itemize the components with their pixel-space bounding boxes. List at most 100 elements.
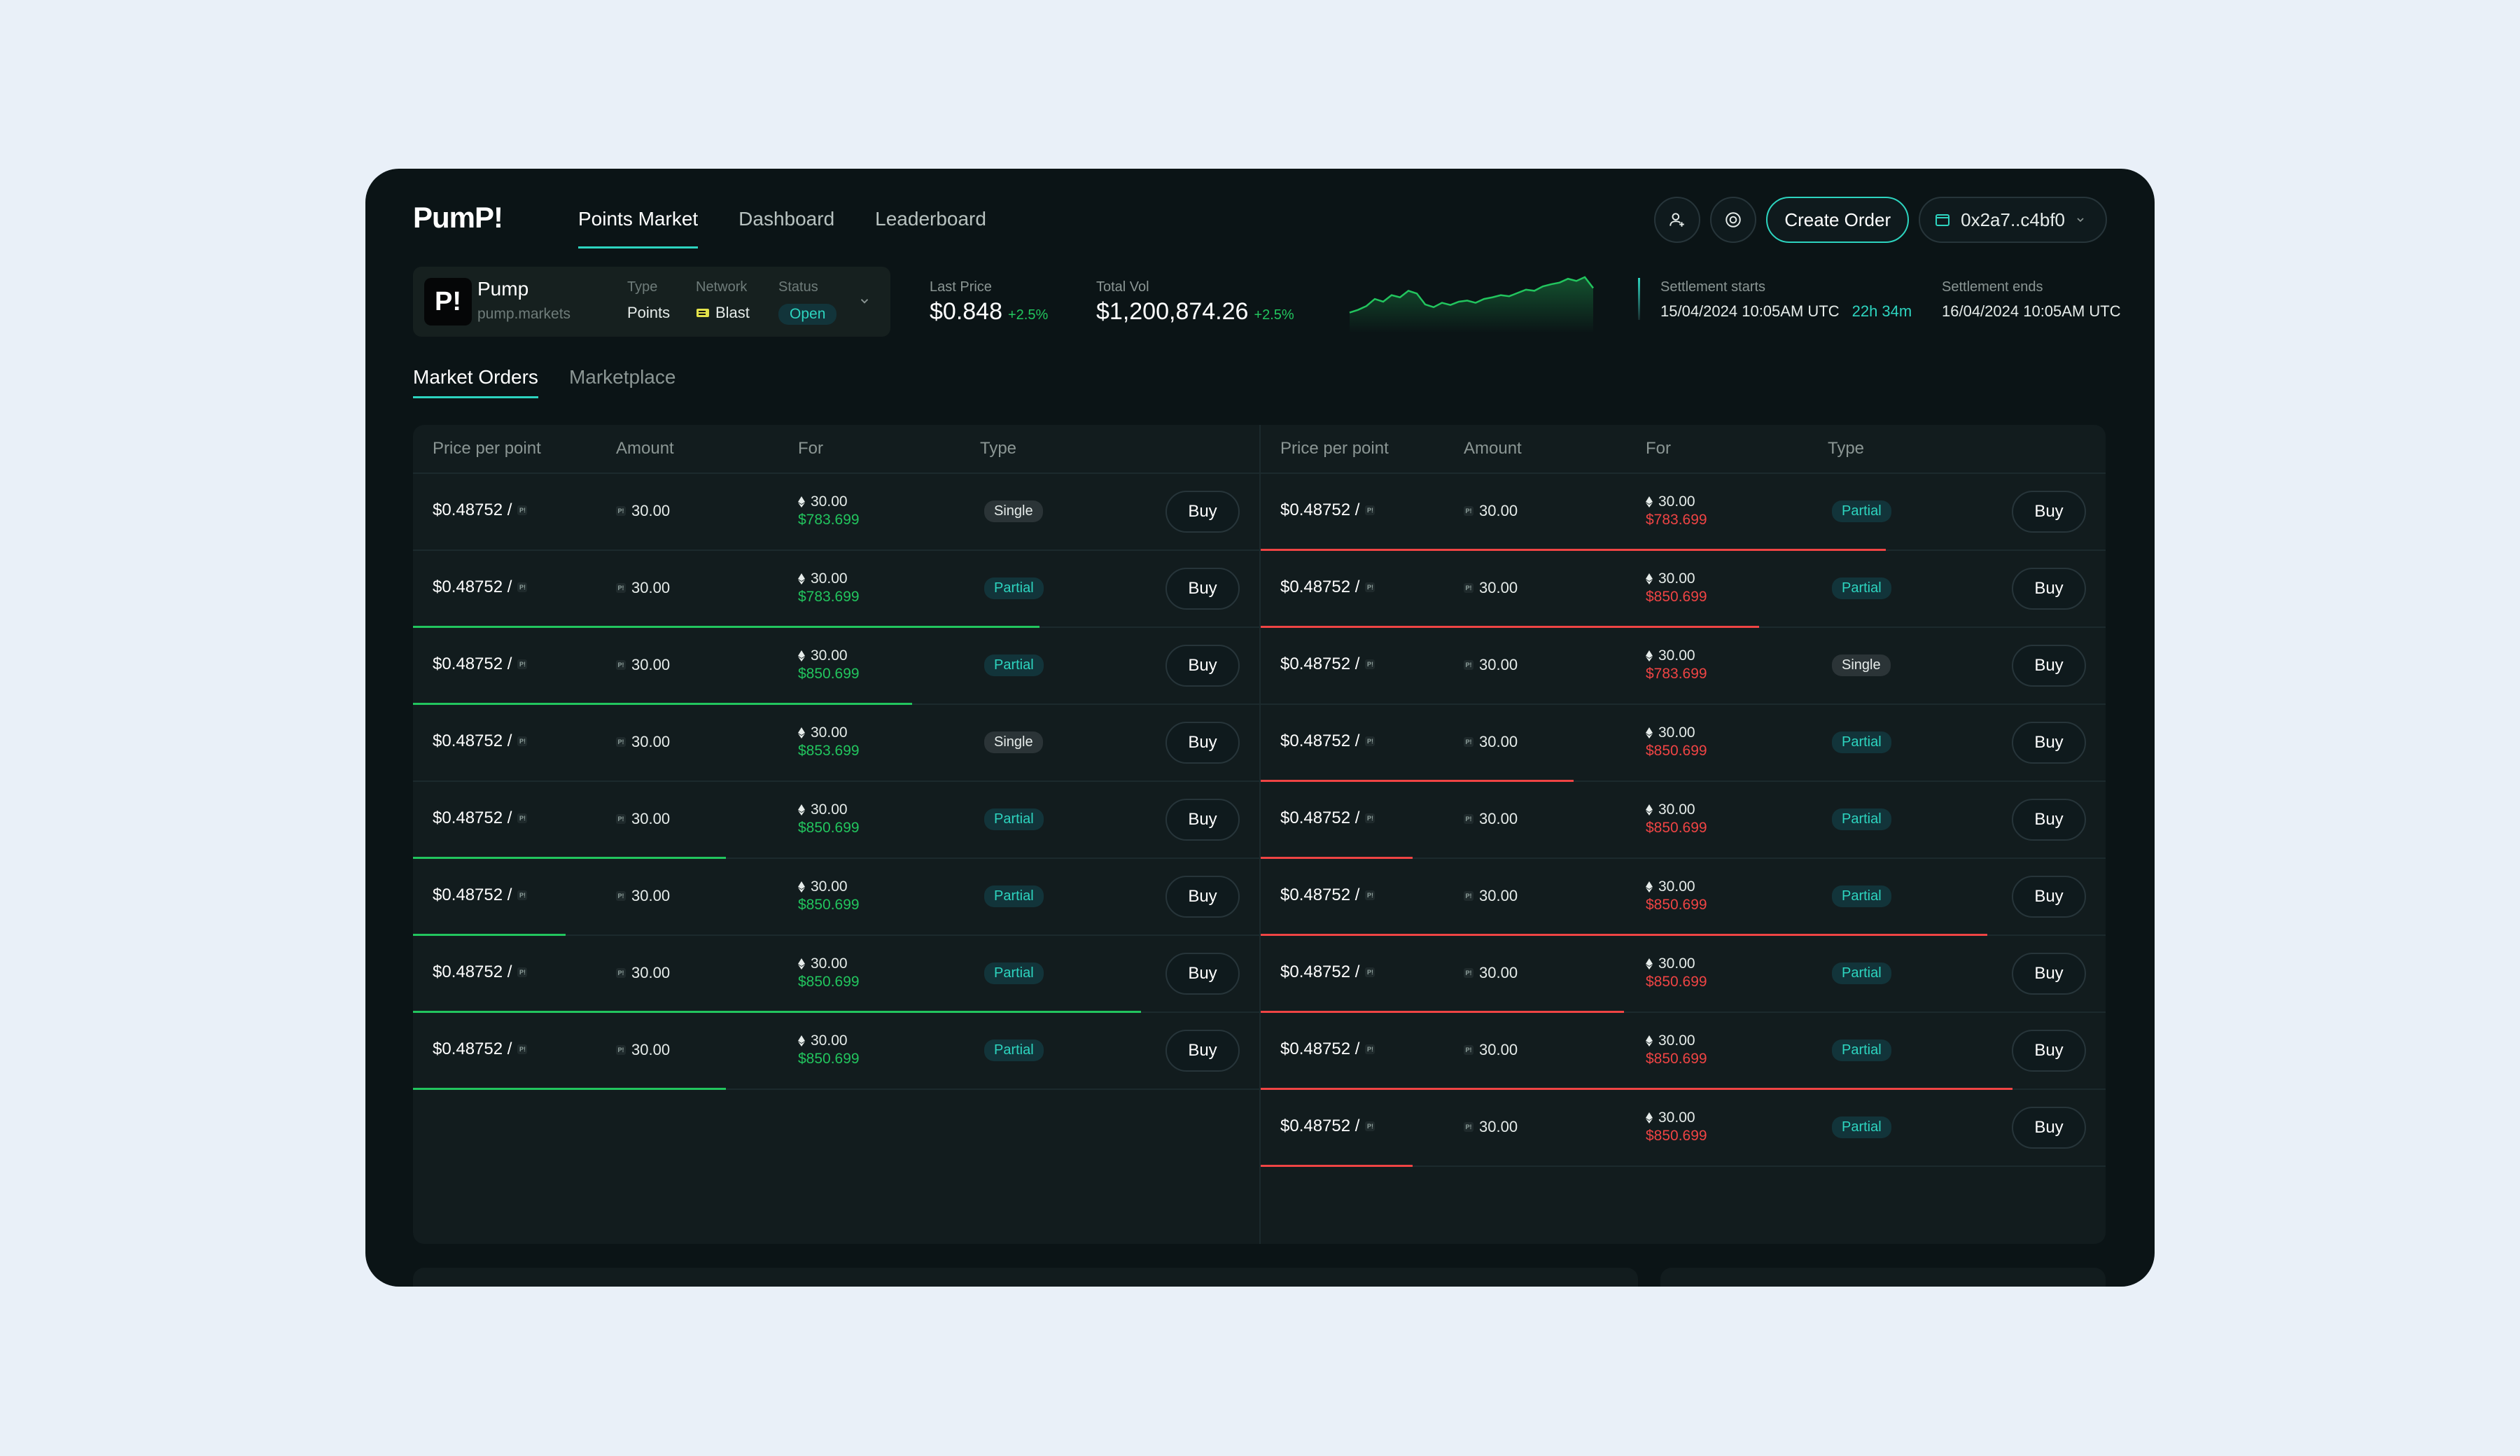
points-icon: P! [517,813,528,823]
type-badge: Partial [1832,962,1891,984]
chevron-down-icon[interactable] [858,295,871,307]
create-order-button[interactable]: Create Order [1766,197,1910,243]
buy-button[interactable]: Buy [1166,876,1240,918]
buy-button[interactable]: Buy [1166,722,1240,764]
table-row: $0.48752 / P! P! 30.00 30.00 $783.699 Partial B… [1261,474,2106,551]
price-cell: $0.48752 / P! [433,962,528,982]
price-cell: $0.48752 / P! [433,654,528,674]
amount-value: 30.00 [1479,1118,1518,1135]
for-amount: 30.00 [1658,1032,1695,1049]
points-icon: P! [1365,813,1376,823]
for-amount: 30.00 [1658,802,1695,818]
price-value: $0.48752 / [1280,654,1360,673]
nav-leaderboard[interactable]: Leaderboard [875,208,986,230]
buy-button[interactable]: Buy [2012,645,2086,687]
price-value: $0.48752 / [433,962,512,981]
type-badge: Single [1832,654,1891,676]
amount-value: 30.00 [631,502,671,519]
buy-button[interactable]: Buy [1166,568,1240,610]
type-badge: Partial [984,886,1044,907]
fill-progress-bar [1261,934,1988,936]
points-icon: P! [517,967,528,977]
type-badge: Single [984,500,1043,522]
buy-button[interactable]: Buy [1166,491,1240,533]
buy-button[interactable]: Buy [1166,953,1240,995]
sell-orders-table: Price per point Amount For Type $0.48752… [1259,425,2106,1244]
points-icon: P! [1365,659,1376,669]
fill-progress-bar [413,626,1040,628]
buy-button[interactable]: Buy [2012,722,2086,764]
for-cell: 30.00 $783.699 [1646,493,1707,528]
for-value: $783.699 [1646,666,1707,682]
points-icon: P! [1464,814,1474,824]
market-url: pump.markets [477,306,571,322]
points-icon: P! [517,1044,528,1054]
for-value: $783.699 [798,512,860,528]
table-row: $0.48752 / P! P! 30.00 30.00 $850.699 Partial B… [1261,782,2106,859]
nav-points-market[interactable]: Points Market [578,190,699,248]
amount-cell: P! 30.00 [1464,887,1518,905]
buy-button[interactable]: Buy [2012,1030,2086,1072]
col-for: For [1646,439,1671,458]
table-row: $0.48752 / P! P! 30.00 30.00 $850.699 Partial B… [1261,705,2106,782]
amount-value: 30.00 [1479,579,1518,596]
points-icon: P! [616,1045,626,1055]
price-value: $0.48752 / [1280,500,1360,519]
price-cell: $0.48752 / P! [433,808,528,828]
buy-button[interactable]: Buy [2012,876,2086,918]
type-badge: Partial [984,962,1044,984]
fill-progress-bar [413,1088,727,1090]
tab-market-orders[interactable]: Market Orders [413,366,538,398]
table-row: $0.48752 / P! P! 30.00 30.00 $850.699 Partial B… [1261,1013,2106,1090]
points-icon: P! [1464,506,1474,516]
eth-icon [798,496,805,507]
amount-cell: P! 30.00 [1464,656,1518,674]
wallet-button[interactable]: 0x2a7..c4bf0 [1919,197,2107,243]
table-row: $0.48752 / P! P! 30.00 30.00 $783.699 Single Bu… [413,474,1259,551]
buy-button[interactable]: Buy [2012,799,2086,841]
buy-button[interactable]: Buy [1166,645,1240,687]
currency-button[interactable] [1710,197,1757,243]
price-value: $0.48752 / [433,808,512,827]
market-logo: P! [424,278,472,326]
for-value: $850.699 [1646,1051,1707,1067]
buy-button[interactable]: Buy [2012,1107,2086,1149]
table-row: $0.48752 / P! P! 30.00 30.00 $783.699 Single Bu… [1261,628,2106,705]
tab-marketplace[interactable]: Marketplace [568,366,676,388]
price-value: $0.48752 / [433,732,512,750]
settle-countdown: 22h 34m [1851,302,1912,320]
amount-cell: P! 30.00 [616,656,670,674]
for-amount: 30.00 [811,493,848,510]
fill-progress-bar [413,1011,1141,1013]
fill-progress-bar [1261,626,1760,628]
points-icon: P! [1365,1121,1376,1131]
fill-progress-bar [1261,780,1574,782]
for-cell: 30.00 $850.699 [798,1032,860,1068]
col-for: For [798,439,823,458]
for-value: $850.699 [798,1051,860,1067]
table-row: $0.48752 / P! P! 30.00 30.00 $850.699 Partial B… [1261,936,2106,1013]
buy-button[interactable]: Buy [1166,799,1240,841]
market-status: Status Open [778,279,837,325]
status-label: Status [778,279,818,295]
amount-cell: P! 30.00 [1464,502,1518,520]
buy-button[interactable]: Buy [2012,568,2086,610]
buy-button[interactable]: Buy [2012,491,2086,533]
last-price-value: $0.848 [930,298,1002,325]
points-icon: P! [1464,1122,1474,1132]
profile-button[interactable] [1654,197,1701,243]
points-icon: P! [1464,583,1474,593]
user-icon [1670,213,1685,227]
buy-button[interactable]: Buy [1166,1030,1240,1072]
amount-value: 30.00 [631,1041,671,1058]
blast-icon [696,309,709,317]
market-selector[interactable]: P! Pump pump.markets Type Points Network… [413,267,890,337]
eth-icon [1646,573,1653,584]
total-vol-label: Total Vol [1096,279,1149,295]
for-cell: 30.00 $850.699 [1646,955,1707,990]
nav-dashboard[interactable]: Dashboard [738,208,835,230]
price-cell: $0.48752 / P! [1280,1040,1376,1059]
type-badge: Partial [1832,886,1891,907]
for-value: $850.699 [1646,897,1707,913]
buy-button[interactable]: Buy [2012,953,2086,995]
